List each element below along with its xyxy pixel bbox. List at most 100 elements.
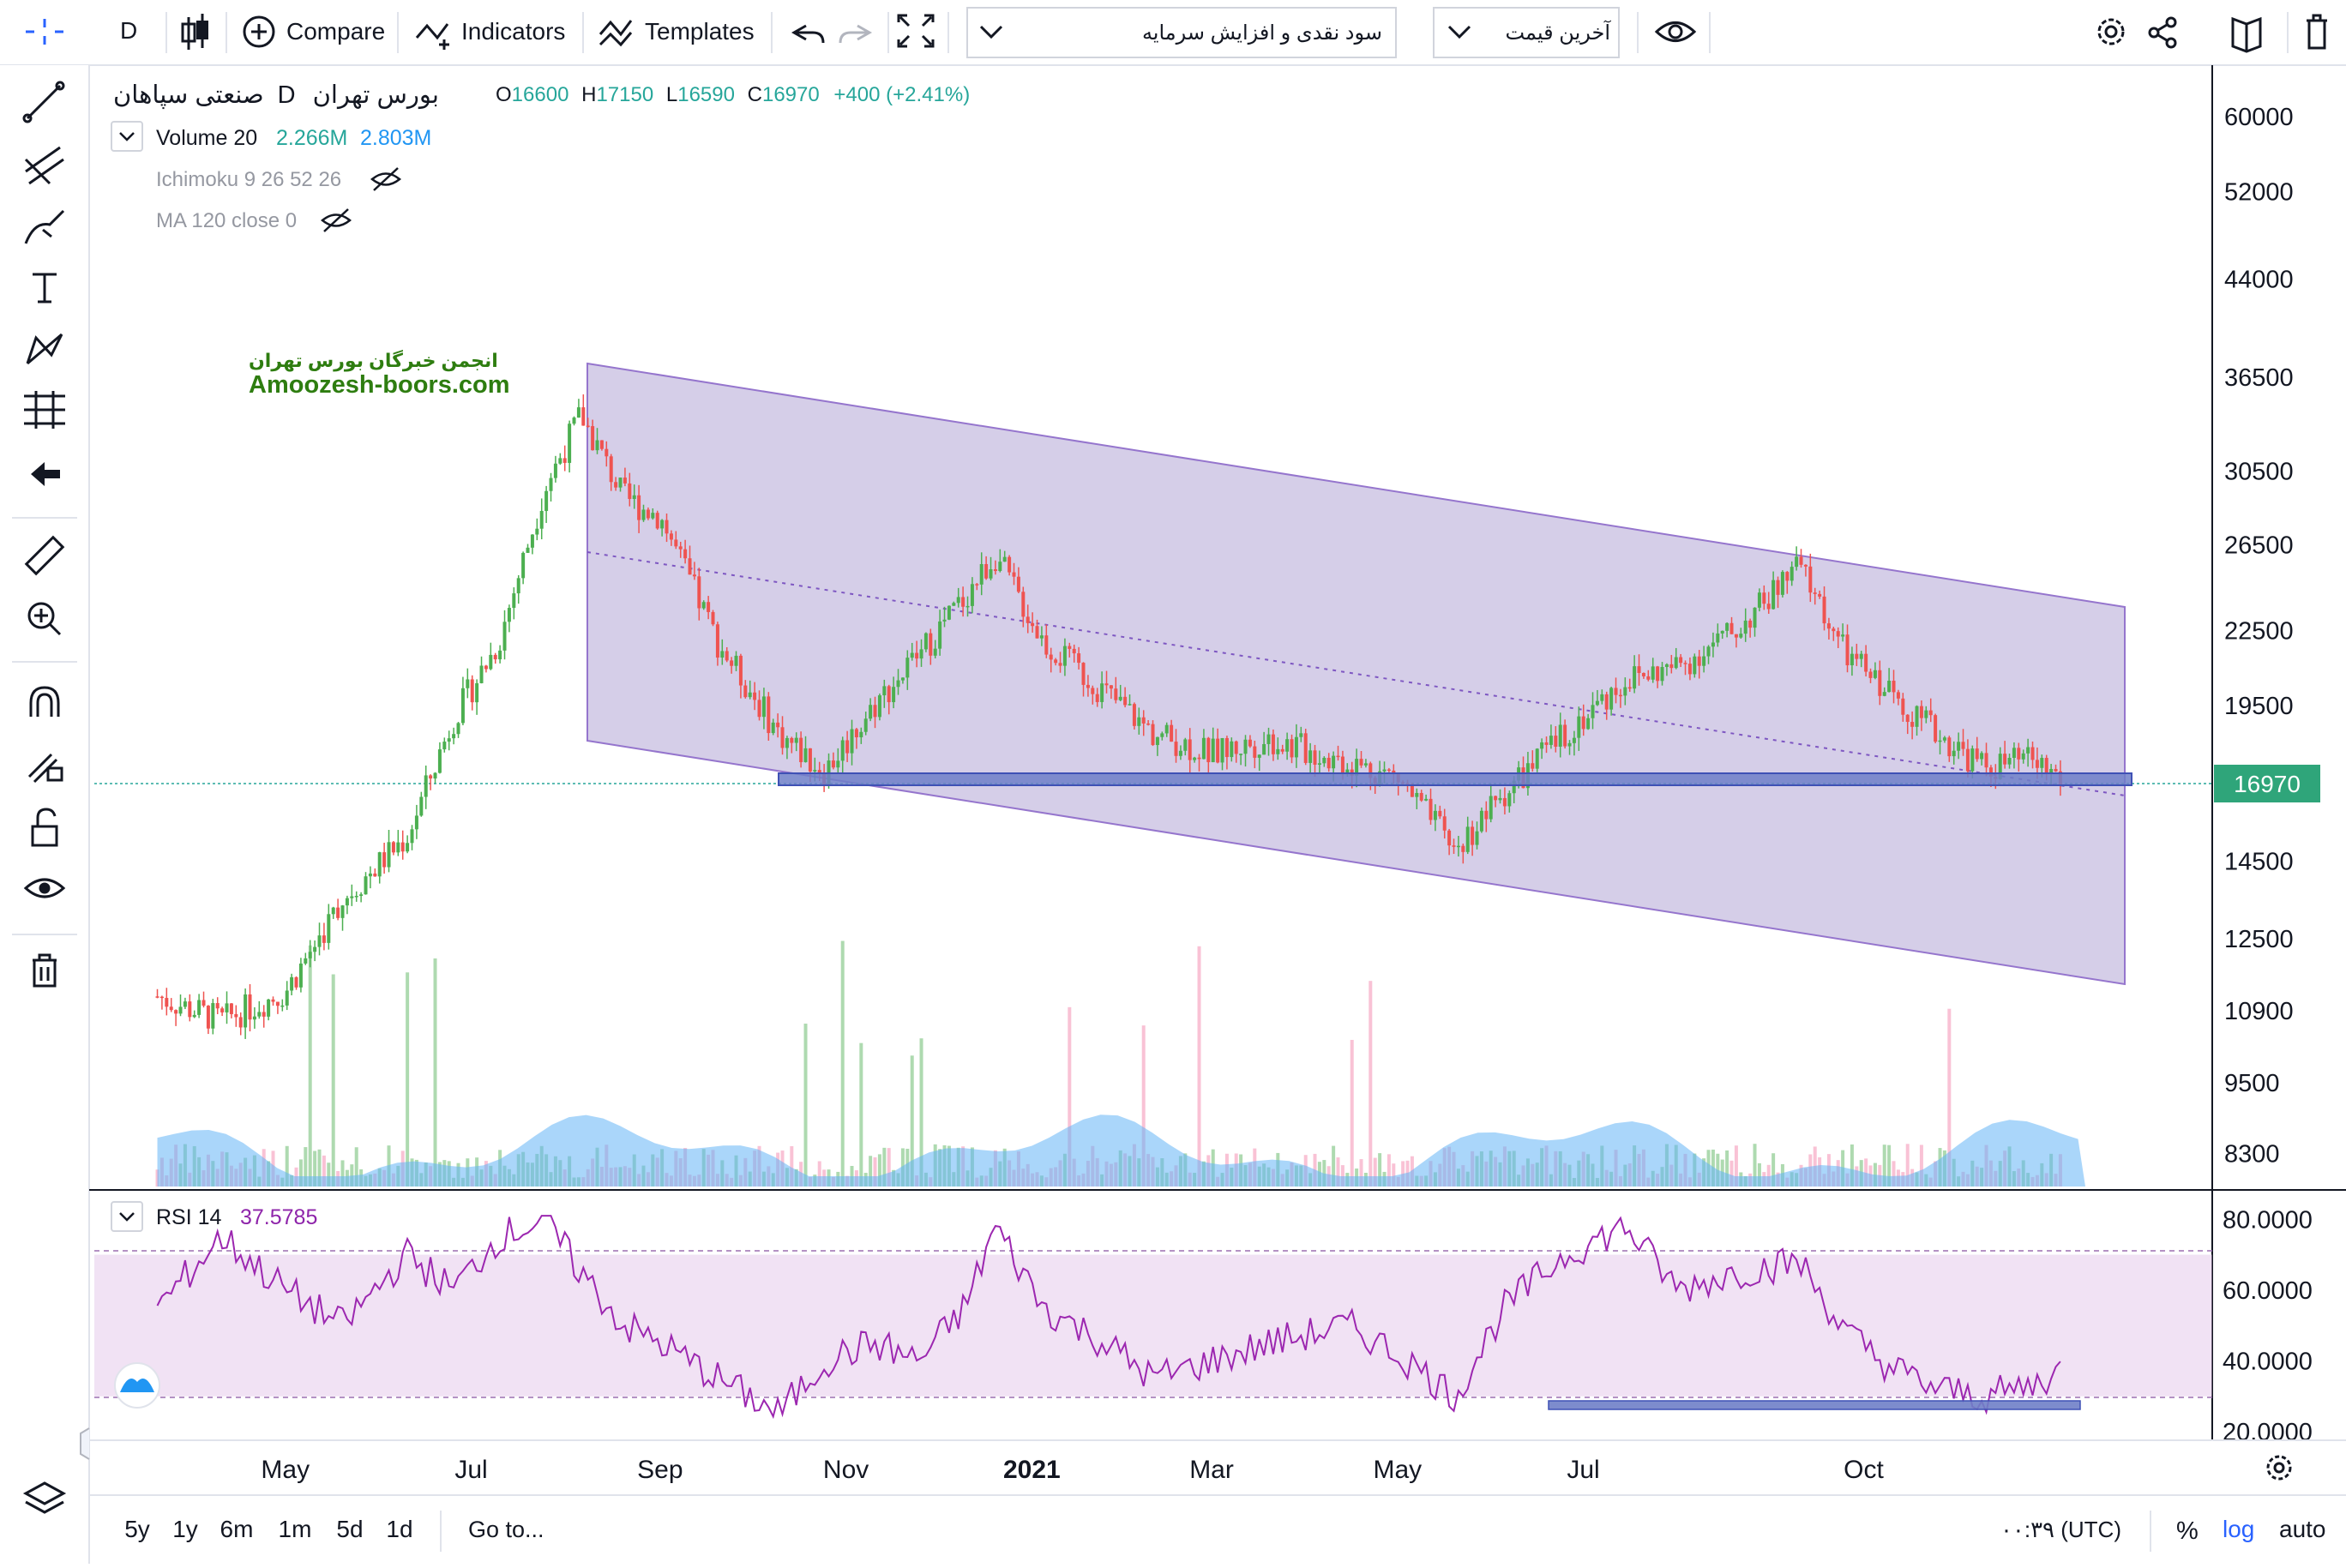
candle-body: [1433, 810, 1437, 820]
zoom-in-icon[interactable]: [27, 602, 62, 636]
legend-symbol[interactable]: صنعتی سپاهان D بورس تهران: [113, 81, 439, 110]
candle-body: [961, 597, 965, 607]
log-scale-toggle[interactable]: log: [2223, 1516, 2254, 1542]
fullscreen-icon[interactable]: [897, 14, 935, 48]
hidden-eye-icon[interactable]: [321, 208, 352, 232]
redo-icon[interactable]: [839, 24, 873, 44]
candle-body: [350, 896, 354, 898]
range-button-5d[interactable]: 5d: [336, 1516, 363, 1542]
candle-body: [1262, 743, 1266, 755]
indicators-button[interactable]: Indicators: [415, 18, 565, 50]
indicators-icon: [415, 23, 449, 40]
range-button-1m[interactable]: 1m: [279, 1516, 312, 1542]
candle-body: [1002, 556, 1007, 562]
utc-clock[interactable]: ۰۰:۳۹ (UTC): [2000, 1517, 2121, 1542]
candle-body: [863, 718, 868, 732]
candle-body: [202, 1000, 206, 1006]
candle-body: [1271, 734, 1275, 754]
lock-drawing-icon[interactable]: [27, 753, 63, 784]
delete-drawings-icon[interactable]: [33, 953, 57, 988]
range-button-1y[interactable]: 1y: [172, 1516, 198, 1542]
candle-body: [1174, 742, 1178, 756]
rsi-label[interactable]: RSI 14: [156, 1205, 222, 1229]
volume-bar: [1387, 1154, 1391, 1187]
range-button-1d[interactable]: 1d: [386, 1516, 412, 1542]
candle-body: [632, 495, 636, 500]
time-axis[interactable]: May Jul Sep Nov 2021 Mar May Jul Oct: [261, 1456, 1884, 1484]
volume-bar: [1850, 1144, 1854, 1187]
candle-body: [498, 650, 502, 660]
templates-button[interactable]: Templates: [599, 18, 755, 47]
compare-button[interactable]: Compare: [243, 15, 385, 48]
range-button-6m[interactable]: 6m: [220, 1516, 254, 1542]
volume-bars: [155, 940, 2085, 1187]
candle-body: [1614, 688, 1618, 695]
settings-gear-icon[interactable]: [2097, 18, 2125, 45]
descending-channel[interactable]: [586, 362, 2126, 986]
pattern-tool-icon[interactable]: [26, 333, 63, 365]
share-icon[interactable]: [2148, 16, 2177, 49]
crosshair-icon[interactable]: [26, 19, 63, 45]
brush-icon[interactable]: [24, 209, 65, 244]
trash-icon[interactable]: [2307, 14, 2327, 50]
candle-body: [761, 696, 766, 718]
interval-button[interactable]: D: [120, 17, 137, 44]
ohlc-open-label: O: [496, 83, 512, 106]
undo-icon[interactable]: [791, 24, 825, 44]
hidden-eye-icon[interactable]: [370, 167, 401, 191]
arrow-left-icon[interactable]: [31, 462, 60, 486]
eye-icon[interactable]: [1654, 21, 1697, 42]
price-axis[interactable]: 60000 52000 44000 36500 30500 26500 22500 19500…: [2224, 104, 2294, 1168]
fib-pitchfork-icon[interactable]: [24, 146, 64, 185]
volume-bar: [919, 1038, 923, 1187]
candle-body: [1137, 717, 1141, 726]
auto-scale-toggle[interactable]: auto: [2279, 1516, 2326, 1542]
goto-button[interactable]: Go to...: [468, 1517, 544, 1542]
candle-body: [507, 608, 511, 622]
candle-body: [1498, 797, 1502, 801]
range-button-5y[interactable]: 5y: [124, 1516, 150, 1542]
candle-body: [591, 426, 595, 451]
candle-body: [1850, 653, 1854, 666]
candle-body: [730, 660, 734, 666]
candle-body: [697, 576, 701, 609]
ichimoku-indicator-label[interactable]: Ichimoku 9 26 52 26: [156, 168, 341, 191]
layers-icon[interactable]: [22, 1481, 67, 1514]
collapse-panel-icon[interactable]: [80, 1427, 90, 1460]
trend-line-icon[interactable]: [22, 81, 65, 123]
compare-label: Compare: [286, 18, 385, 45]
rsi-support-band[interactable]: [1548, 1400, 2081, 1410]
volume-bar: [308, 945, 312, 1187]
candle-body: [1660, 667, 1664, 682]
text-tool-icon[interactable]: [33, 273, 57, 303]
publish-book-icon[interactable]: [2231, 16, 2262, 53]
unlock-icon[interactable]: [31, 808, 58, 847]
ruler-icon[interactable]: [24, 535, 65, 576]
candle-body: [475, 682, 479, 703]
legend-collapse-button[interactable]: [111, 121, 143, 152]
candle-body: [493, 654, 497, 660]
volume-bar: [406, 972, 410, 1187]
candle-body: [1716, 633, 1720, 643]
candle-body: [1303, 733, 1308, 763]
candle-body: [678, 546, 683, 550]
candle-body: [1919, 706, 1923, 718]
ma-indicator-label[interactable]: MA 120 close 0: [156, 209, 297, 232]
candle-body: [869, 705, 873, 719]
support-band[interactable]: [778, 772, 2132, 786]
candles-style-icon[interactable]: [181, 14, 208, 50]
symbol-search-input[interactable]: [966, 7, 1397, 58]
axis-settings-gear-icon[interactable]: [2266, 1455, 2292, 1481]
rsi-collapse-button[interactable]: [111, 1201, 143, 1232]
candle-body: [165, 998, 169, 1007]
tradingview-logo-icon[interactable]: [114, 1362, 160, 1409]
magnet-icon[interactable]: [29, 686, 60, 717]
visibility-eye-icon[interactable]: [23, 878, 66, 898]
volume-indicator-label[interactable]: Volume 20: [156, 126, 257, 150]
candle-body: [502, 622, 507, 651]
forecast-tool-icon[interactable]: [24, 391, 65, 429]
candle-body: [1641, 672, 1645, 676]
rsi-axis[interactable]: 80.0000 60.0000 40.0000 20.0000: [2223, 1206, 2313, 1446]
percent-scale-toggle[interactable]: %: [2176, 1517, 2199, 1545]
